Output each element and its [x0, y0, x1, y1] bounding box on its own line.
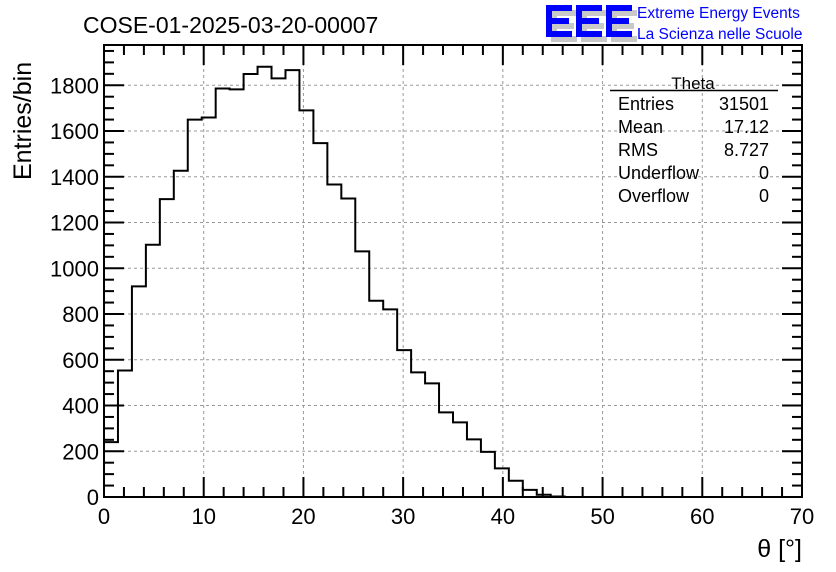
y-tick-label: 1200	[50, 211, 99, 236]
y-tick-label: 200	[62, 439, 99, 464]
logo-letter-middle-bar	[576, 18, 599, 24]
y-tick-label: 0	[87, 485, 99, 510]
stats-label: RMS	[618, 140, 658, 160]
x-tick-label: 60	[690, 504, 714, 529]
x-tick-label: 40	[491, 504, 515, 529]
stats-value: 17.12	[724, 117, 769, 137]
logo-line1: Extreme Energy Events	[637, 5, 800, 22]
stats-value: 8.727	[724, 140, 769, 160]
stats-value: 31501	[719, 94, 769, 114]
logo-letter-middle-bar	[581, 23, 604, 29]
plot-frame	[103, 44, 803, 498]
logo-letter-middle-bar	[611, 23, 634, 29]
logo-letter-top-bar	[606, 5, 632, 11]
x-tick-label: 70	[790, 504, 814, 529]
logo-letter-top-bar	[551, 10, 577, 16]
y-tick-label: 800	[62, 302, 99, 327]
chart-title: COSE-01-2025-03-20-00007	[83, 12, 378, 38]
stats-box: Theta Entries 31501 Mean 17.12 RMS 8.727 Under…	[610, 74, 778, 206]
stats-rows: Entries 31501 Mean 17.12 RMS 8.727 Underflow 0 O…	[618, 94, 769, 206]
y-tick-label: 1000	[50, 256, 99, 281]
logo-letter-bottom-bar	[551, 36, 577, 42]
x-tick-labels: 0 10 20 30 40 50 60 70	[98, 504, 814, 529]
logo-letter-bottom-bar	[581, 36, 607, 42]
logo-letter-bottom-bar	[576, 31, 602, 37]
y-axis-label: Entries/bin	[9, 62, 37, 180]
logo-letter-top-bar	[581, 10, 607, 16]
y-tick-label: 1400	[50, 165, 99, 190]
y-tick-label: 600	[62, 348, 99, 373]
grid-lines	[104, 45, 802, 497]
y-tick-label: 1800	[50, 73, 99, 98]
x-tick-label: 0	[98, 504, 110, 529]
y-tick-label: 400	[62, 394, 99, 419]
y-tick-label: 1600	[50, 119, 99, 144]
logo-letter-top-bar	[546, 5, 572, 11]
logo-letter-middle-bar	[546, 18, 569, 24]
x-tick-label: 50	[590, 504, 614, 529]
logo-letter-top-bar	[576, 5, 602, 11]
eee-logo: Extreme Energy Events La Scienza nelle S…	[546, 5, 802, 43]
logo-shadow-graphic	[551, 10, 637, 42]
stats-label: Overflow	[618, 186, 690, 206]
x-axis-label: θ [°]	[757, 535, 802, 563]
x-tick-label: 20	[291, 504, 315, 529]
stats-value: 0	[759, 186, 769, 206]
logo-letter-bottom-bar	[611, 36, 637, 42]
logo-line2: La Scienza nelle Scuole	[637, 26, 802, 43]
logo-letter-bottom-bar	[546, 31, 572, 37]
logo-letter-middle-bar	[551, 23, 574, 29]
x-tick-label: 30	[391, 504, 415, 529]
stats-label: Entries	[618, 94, 674, 114]
y-tick-labels: 0 200 400 600 800 1000 1200 1400 1600 1800	[50, 73, 99, 510]
stats-label: Underflow	[618, 163, 700, 183]
logo-letter-top-bar	[611, 10, 637, 16]
logo-graphic	[546, 5, 632, 37]
stats-label: Mean	[618, 117, 663, 137]
x-tick-label: 10	[191, 504, 215, 529]
logo-letter-bottom-bar	[606, 31, 632, 37]
stats-title: Theta	[671, 74, 715, 93]
logo-letter-middle-bar	[606, 18, 629, 24]
stats-value: 0	[759, 163, 769, 183]
axis-ticks	[103, 45, 803, 498]
